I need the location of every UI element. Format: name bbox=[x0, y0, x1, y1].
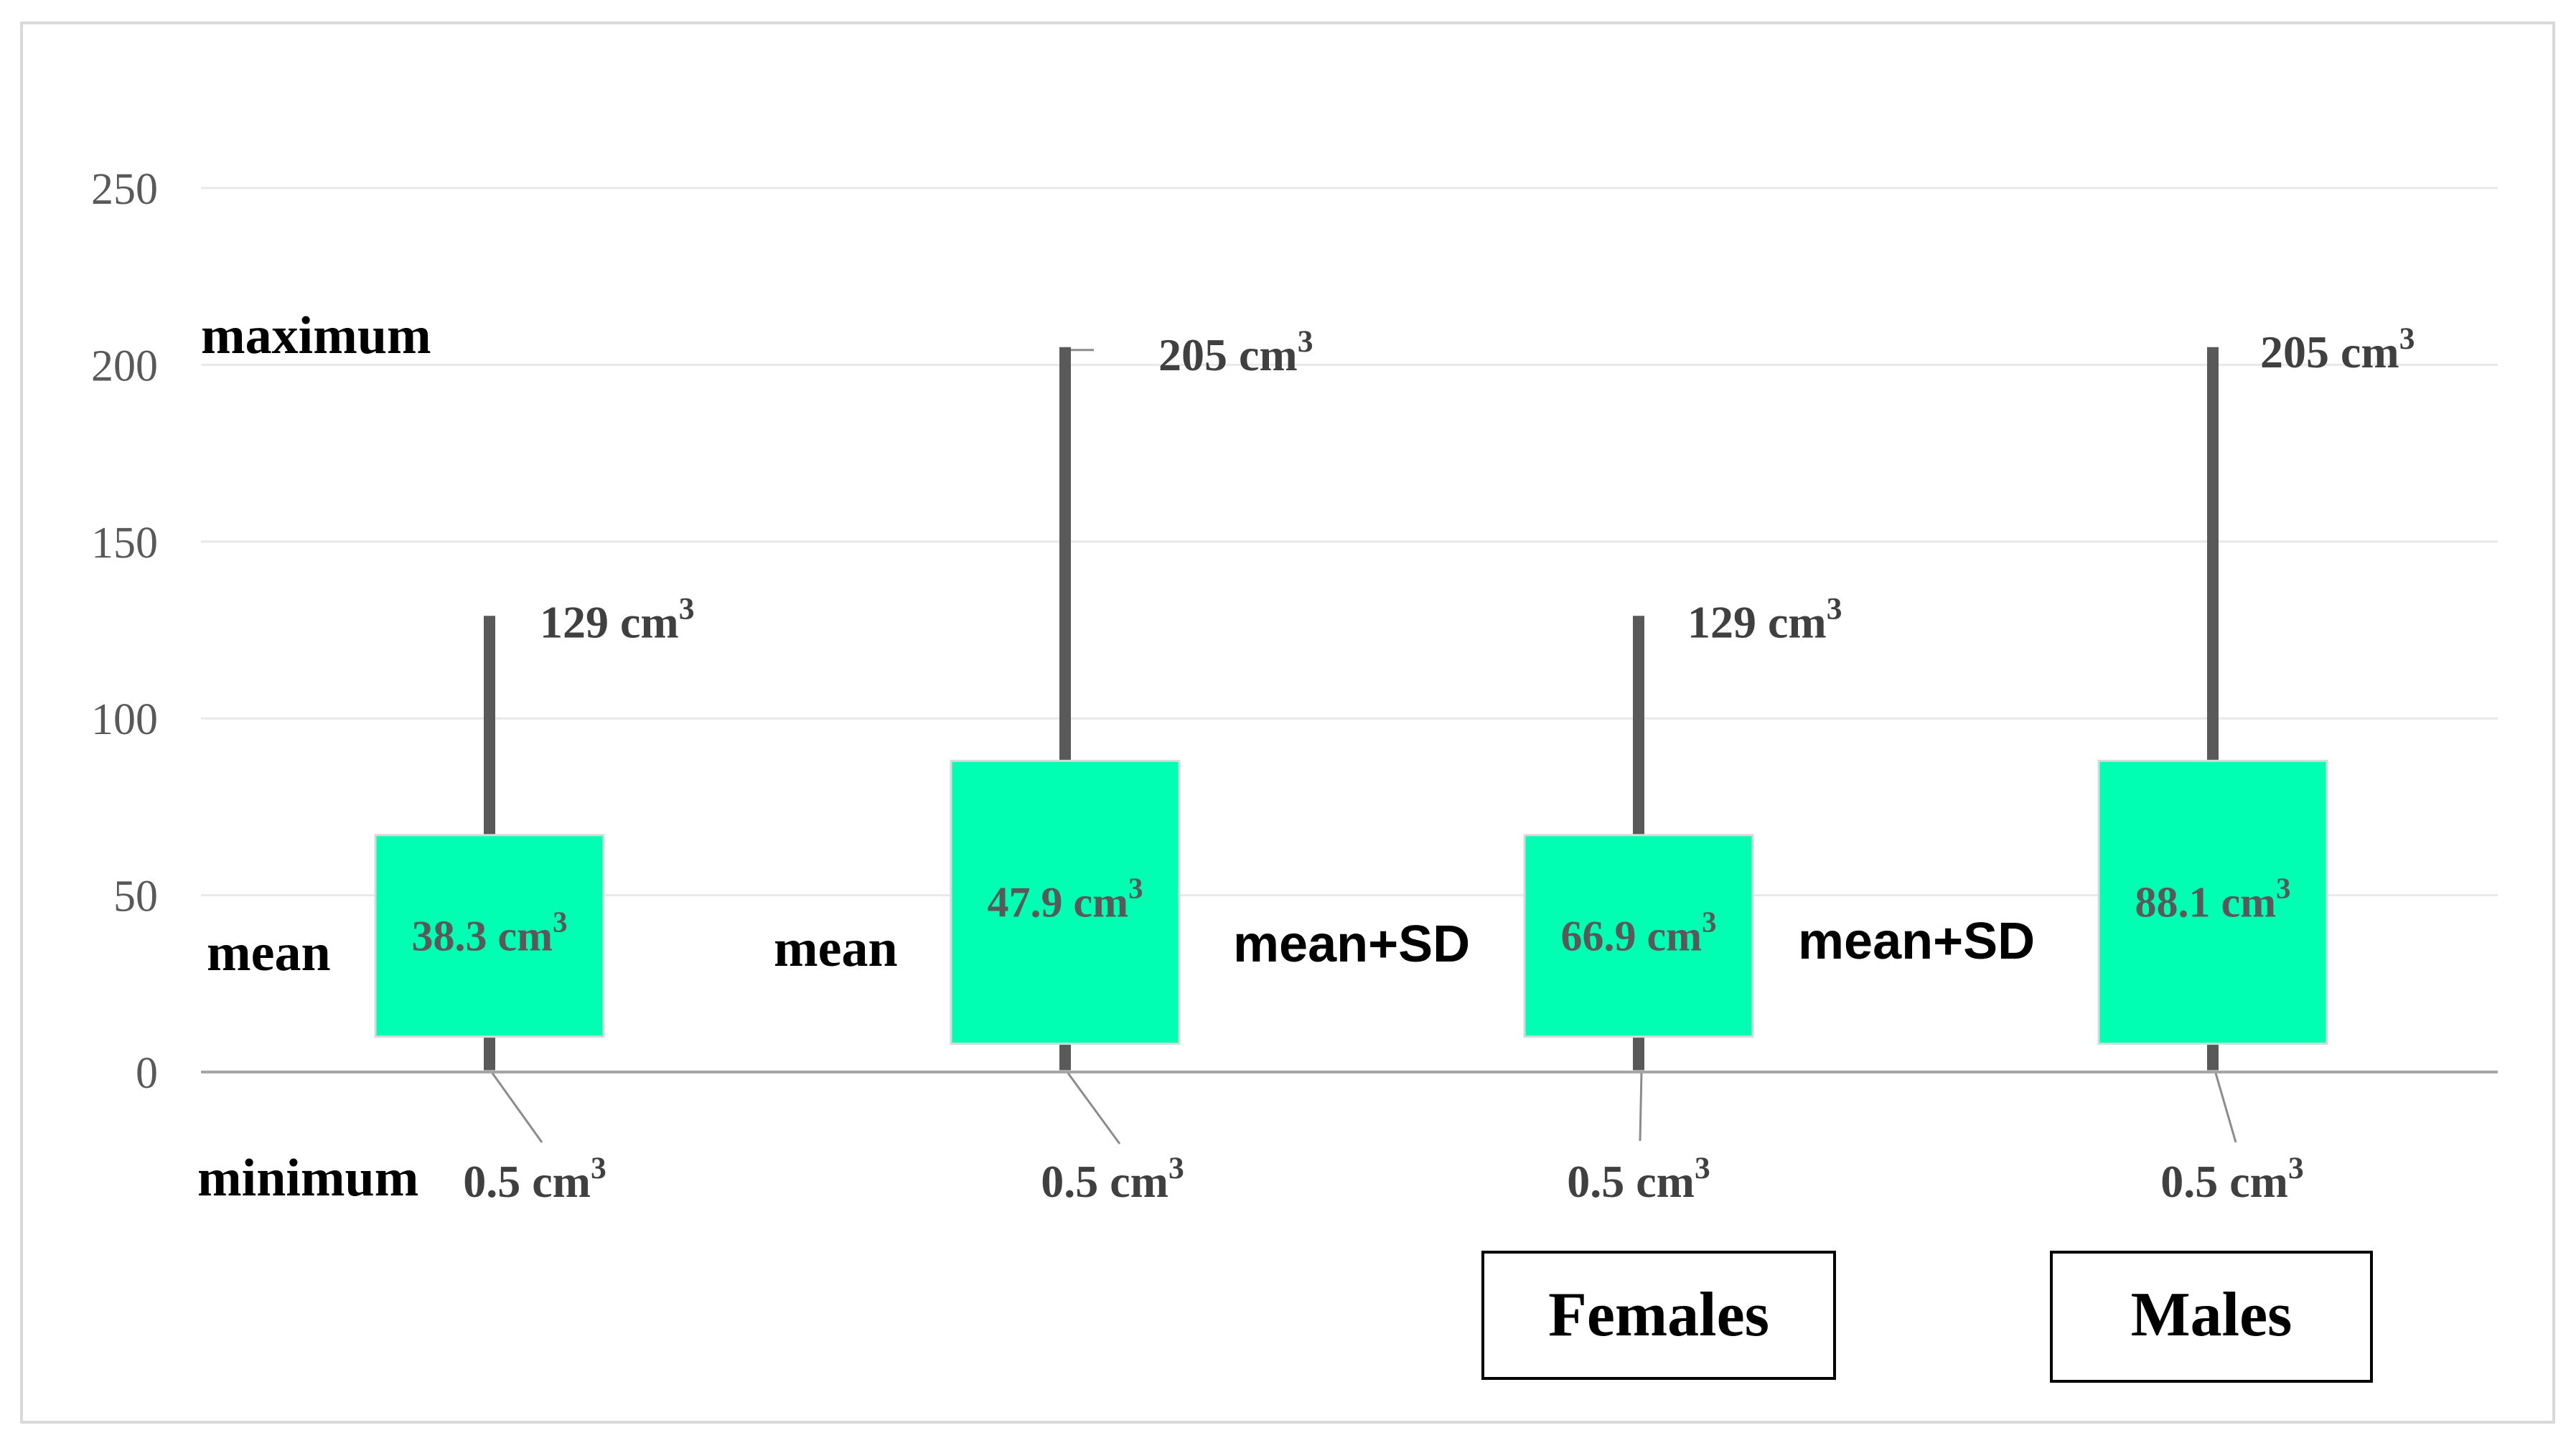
y-tick-label-250: 250 bbox=[91, 165, 158, 214]
box-value-label-3: 66.9 cm3 bbox=[1560, 906, 1716, 959]
mean-label-1: mean bbox=[207, 923, 331, 982]
females-group-box bbox=[1481, 1251, 1836, 1380]
max-value-label-4: 205 cm3 bbox=[2260, 321, 2415, 377]
min-value-label-4: 0.5 cm3 bbox=[2160, 1151, 2303, 1207]
min-leader-1 bbox=[491, 1072, 543, 1143]
box-value-label-4: 88.1 cm3 bbox=[2135, 872, 2290, 926]
y-tick-label-50: 50 bbox=[113, 873, 158, 921]
y-tick-label-0: 0 bbox=[136, 1049, 158, 1098]
min-leader-3 bbox=[1639, 1073, 1643, 1142]
females-group-label: Females bbox=[1548, 1280, 1769, 1350]
y-tick-label-150: 150 bbox=[91, 519, 158, 568]
box-2 bbox=[950, 759, 1181, 1045]
y-tick-label-100: 100 bbox=[91, 695, 158, 744]
males-group-label: Males bbox=[2131, 1280, 2292, 1350]
series: 38.3 cm3 129 cm3 0.5 cm3 47.9 cm3 205 cm3 0.5… bbox=[374, 321, 2415, 1207]
min-leader-2 bbox=[1067, 1072, 1121, 1144]
box-1 bbox=[374, 834, 605, 1038]
max-value-label-1: 129 cm3 bbox=[540, 591, 694, 647]
maximum-label: maximum bbox=[201, 306, 431, 365]
y-axis-ticks: 0 50 100 150 200 250 bbox=[91, 165, 158, 1098]
series-4: 88.1 cm3 205 cm3 0.5 cm3 bbox=[2097, 321, 2415, 1207]
mean-sd-label-2: mean+SD bbox=[1798, 913, 2035, 970]
y-tick-label-200: 200 bbox=[91, 342, 158, 390]
mean-sd-label-1: mean+SD bbox=[1233, 916, 1470, 973]
series-1: 38.3 cm3 129 cm3 0.5 cm3 bbox=[374, 591, 694, 1207]
max-value-label-2: 205 cm3 bbox=[1158, 324, 1313, 380]
min-value-label-1: 0.5 cm3 bbox=[463, 1151, 606, 1207]
males-group-box bbox=[2050, 1251, 2373, 1383]
box-4 bbox=[2097, 759, 2328, 1045]
chart-frame bbox=[20, 22, 2555, 1424]
max-value-label-3: 129 cm3 bbox=[1687, 591, 1842, 647]
box-value-label-1: 38.3 cm3 bbox=[411, 906, 567, 959]
minimum-label: minimum bbox=[197, 1149, 418, 1208]
box-value-label-2: 47.9 cm3 bbox=[987, 872, 1143, 926]
min-value-label-2: 0.5 cm3 bbox=[1041, 1151, 1184, 1207]
series-3: 66.9 cm3 129 cm3 0.5 cm3 bbox=[1523, 591, 1842, 1207]
box-3 bbox=[1523, 834, 1754, 1038]
series-2: 47.9 cm3 205 cm3 0.5 cm3 bbox=[950, 324, 1313, 1207]
min-value-label-3: 0.5 cm3 bbox=[1567, 1151, 1710, 1207]
mean-label-2: mean bbox=[774, 919, 898, 978]
min-leader-4 bbox=[2214, 1073, 2237, 1143]
